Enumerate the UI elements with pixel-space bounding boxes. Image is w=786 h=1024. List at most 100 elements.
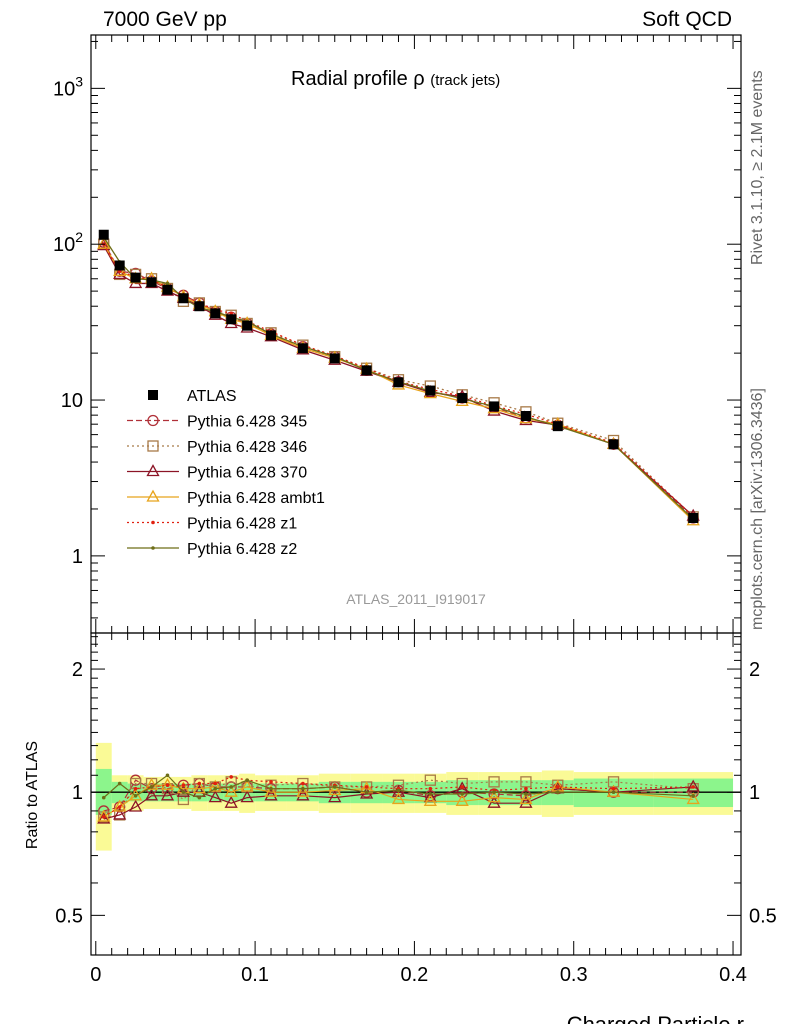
ratio-pythia-6-428-ambt1-marker (606, 784, 621, 797)
main-atlas-marker (608, 439, 619, 450)
main-pythia-6-428-370-line (103, 245, 694, 517)
ratio-pythia-6-428-z1-marker (165, 783, 170, 788)
ratio-pythia-6-428-ambt1-marker (296, 784, 310, 797)
main-pythia-6-428-370-marker (113, 267, 127, 280)
ratio-pythia-6-428-ambt1-marker (328, 783, 342, 796)
ratio-pythia-6-428-z1-marker (269, 780, 273, 784)
ratio-pythia-6-428-z2-marker (133, 793, 138, 798)
main-atlas-marker (552, 421, 563, 432)
ratio-pythia-6-428-z2-marker (611, 790, 616, 795)
ratio-pythia-6-428-370-marker (224, 795, 238, 808)
ratio-y-axis-label: Ratio to ATLAS (24, 741, 41, 849)
legend-pythia-6-428-345-marker (147, 414, 159, 427)
ratio-pythia-6-428-z2-marker (245, 778, 249, 782)
legend-pythia-6-428-z2-label: Pythia 6.428 z2 (187, 541, 297, 558)
ratio-pythia-6-428-z1-marker (213, 781, 218, 786)
ratio-pythia-6-428-ambt1-marker (423, 793, 437, 806)
ratio-pythia-6-428-370-marker (264, 788, 278, 801)
ratio-pythia-6-428-ambt1-marker (519, 792, 533, 805)
legend-pythia-6-428-370-label: Pythia 6.428 370 (187, 465, 307, 482)
legend-pythia-6-428-z1-marker (151, 520, 155, 525)
header-right: Soft QCD (642, 8, 732, 31)
ratio-pythia-6-428-z2-marker (301, 786, 305, 791)
ratio-pythia-6-428-370-marker (97, 811, 111, 824)
ratio-pythia-6-428-z2-marker (149, 785, 154, 789)
plot-title-sub: (track jets) (430, 72, 501, 89)
ratio-pythia-6-428-z1-marker (364, 785, 369, 789)
ratio-pythia-6-428-z1-marker (555, 785, 560, 789)
ratio-pythia-6-428-z2-line (103, 774, 694, 799)
ratio-pythia-6-428-z1-marker (301, 781, 305, 786)
ratio-panel-frame (90, 632, 742, 956)
ratio-pythia-6-428-z1-marker (460, 785, 465, 789)
main-atlas-marker (242, 320, 253, 331)
main-atlas-marker (520, 410, 531, 421)
ratio-pythia-6-428-z2-marker (101, 795, 106, 800)
ratio-pythia-6-428-z1-marker (691, 785, 696, 789)
legend-pythia-6-428-z1-label: Pythia 6.428 z1 (187, 516, 297, 533)
main-atlas-marker (393, 377, 404, 388)
legend-pythia-6-428-346-label: Pythia 6.428 346 (187, 439, 307, 456)
main-pythia-6-428-ambt1-marker (97, 236, 111, 249)
ratio-pythia-6-428-370-marker (129, 799, 143, 812)
legend-pythia-6-428-ambt1-marker (146, 489, 160, 502)
ratio-pythia-6-428-346-marker (488, 776, 500, 788)
x-tick-label: 0.4 (719, 964, 747, 986)
x-tick-label: 0.2 (401, 964, 429, 986)
ratio-series-group (97, 773, 700, 824)
ratio-pythia-6-428-z2-marker (364, 790, 369, 795)
ratio-pythia-6-428-z1-marker (133, 786, 138, 791)
main-atlas-marker (361, 365, 372, 376)
main-atlas-marker (297, 343, 308, 354)
header-left: 7000 GeV pp (103, 8, 227, 31)
ratio-pythia-6-428-ambt1-marker (208, 779, 222, 792)
main-atlas-marker (146, 277, 157, 288)
x-axis-label: Charged Particle r (567, 1012, 744, 1024)
main-pythia-6-428-z2-marker (165, 281, 170, 286)
legend-pythia-6-428-z2-marker (151, 546, 155, 550)
ratio-pythia-6-428-370-marker (686, 779, 700, 792)
main-atlas-marker (194, 301, 205, 312)
y-tick-label: 10 (61, 390, 83, 412)
ratio-pythia-6-428-z1-marker (611, 786, 616, 791)
ratio-pythia-6-428-ambt1-marker (113, 799, 127, 812)
main-series-group (97, 229, 700, 526)
ratio-pythia-6-428-z1-line (103, 776, 694, 818)
ratio-pythia-6-428-346-marker (424, 774, 436, 786)
ratio-pythia-6-428-z2-marker (181, 790, 186, 795)
ratio-pythia-6-428-ambt1-marker (391, 792, 406, 805)
ratio-pythia-6-428-z2-marker (269, 786, 273, 791)
ratio-pythia-6-428-ambt1-marker (264, 784, 278, 797)
ratio-pythia-6-428-ambt1-marker (97, 809, 111, 822)
legend-atlas-marker (148, 390, 158, 400)
ratio-pythia-6-428-370-marker (208, 790, 222, 803)
ratio-pythia-6-428-370-marker (176, 784, 191, 797)
ratio-pythia-6-428-ambt1-marker (240, 779, 254, 792)
axes-group: 1 10 102 103 0.5 0.5 1 1 2 2 0 0.1 0.2 0.3 0.4 (53, 35, 777, 986)
ratio-y-tick-label-left: 0.5 (55, 905, 83, 927)
y-tick-label: 1 (72, 546, 83, 568)
ratio-pythia-6-428-z2-marker (691, 793, 696, 798)
ratio-y-tick-label-left: 2 (72, 659, 83, 681)
main-pythia-6-428-345-line (103, 241, 694, 519)
main-atlas-marker (162, 284, 173, 295)
plot-title-rho: ρ (413, 68, 425, 90)
ratio-pythia-6-428-ambt1-line (103, 784, 694, 818)
ratio-pythia-6-428-370-line (103, 786, 694, 820)
main-pythia-6-428-ambt1-line (103, 243, 694, 522)
y-tick-label: 102 (53, 229, 83, 256)
ratio-pythia-6-428-ambt1-marker (160, 777, 175, 790)
ratio-pythia-6-428-z1-marker (117, 805, 122, 809)
ratio-pythia-6-428-345-marker (520, 790, 532, 802)
main-atlas-marker (688, 513, 699, 524)
legend-pythia-6-428-346-marker (147, 440, 159, 452)
ratio-pythia-6-428-346-marker (520, 776, 532, 788)
ratio-pythia-6-428-370-marker (144, 788, 159, 801)
ratio-pythia-6-428-z2-marker (492, 790, 496, 795)
ratio-pythia-6-428-z2-marker (229, 785, 233, 789)
ratio-pythia-6-428-ambt1-marker (455, 793, 469, 806)
ratio-pythia-6-428-z2-marker (428, 792, 433, 796)
main-atlas-marker (130, 272, 141, 283)
legend-atlas-label: ATLAS (187, 388, 237, 405)
ratio-pythia-6-428-370-marker (296, 788, 310, 801)
